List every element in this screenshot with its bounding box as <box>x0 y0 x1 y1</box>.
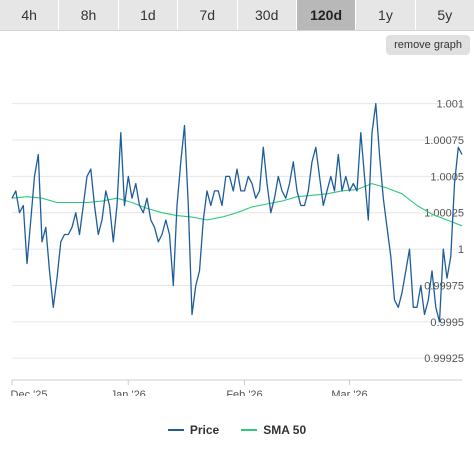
y-tick-label: 1.001 <box>436 99 464 111</box>
chart-series <box>11 102 463 323</box>
series-line-sma-50 <box>11 183 463 227</box>
y-axis-ticks: 1.0011.000751.00051.0002510.999750.99950… <box>424 99 464 366</box>
legend-item-sma-50[interactable]: SMA 50 <box>241 423 306 437</box>
remove-graph-button[interactable]: remove graph <box>386 35 470 55</box>
x-tick-label: Feb '26 <box>226 389 262 396</box>
y-tick-label: 1.00025 <box>424 208 464 220</box>
chart-legend: Price SMA 50 <box>0 421 474 439</box>
legend-swatch <box>167 429 184 431</box>
tab-1y[interactable]: 1y <box>356 0 416 30</box>
tab-8h[interactable]: 8h <box>59 0 119 30</box>
y-tick-label: 1 <box>458 244 464 256</box>
tab-7d[interactable]: 7d <box>178 0 238 30</box>
tab-4h[interactable]: 4h <box>0 0 60 30</box>
y-tick-label: 1.0005 <box>430 171 464 183</box>
timeframe-tabs: 4h 8h 1d 7d 30d 120d 1y 5y <box>0 0 474 31</box>
legend-label: SMA 50 <box>263 423 307 437</box>
tab-30d[interactable]: 30d <box>238 0 297 30</box>
y-tick-label: 0.99925 <box>424 353 464 365</box>
series-line-price <box>11 102 463 323</box>
legend-item-price[interactable]: Price <box>167 423 220 437</box>
legend-swatch <box>241 429 258 431</box>
x-tick-label: Mar '26 <box>331 389 367 396</box>
y-tick-label: 1.00075 <box>424 135 464 147</box>
tab-1d[interactable]: 1d <box>119 0 179 30</box>
x-tick-label: Dec '25 <box>11 389 48 396</box>
x-axis: Dec '25 Jan '26 Feb '26 Mar '26 <box>11 379 462 396</box>
legend-label: Price <box>189 423 220 437</box>
tab-5y[interactable]: 5y <box>437 7 453 23</box>
price-chart: 1.0011.000751.00051.0002510.999750.99950… <box>11 99 464 396</box>
tab-120d[interactable]: 120d <box>296 0 357 30</box>
y-tick-label: 0.9995 <box>430 317 464 329</box>
x-tick-label: Jan '26 <box>111 389 146 396</box>
